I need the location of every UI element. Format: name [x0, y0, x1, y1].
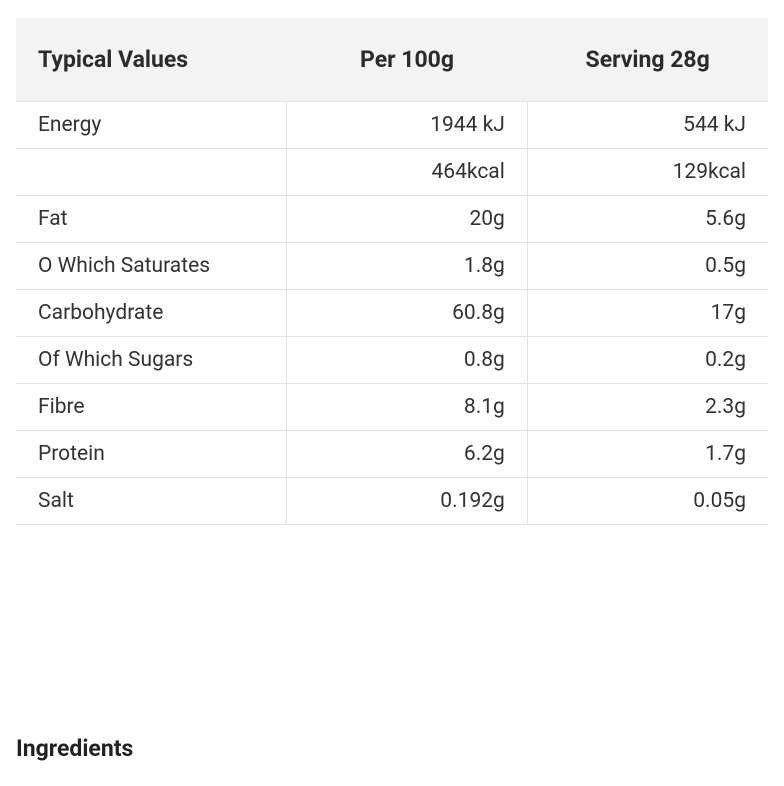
cell-serving: 2.3g [527, 384, 768, 431]
cell-label: Fat [16, 196, 287, 243]
cell-label [16, 149, 287, 196]
header-serving: Serving 28g [527, 18, 768, 102]
cell-per-100g: 20g [287, 196, 528, 243]
table-row: Carbohydrate60.8g17g [16, 290, 768, 337]
cell-label: Carbohydrate [16, 290, 287, 337]
cell-label: O Which Saturates [16, 243, 287, 290]
cell-per-100g: 8.1g [287, 384, 528, 431]
cell-serving: 0.2g [527, 337, 768, 384]
cell-per-100g: 0.192g [287, 478, 528, 525]
cell-per-100g: 60.8g [287, 290, 528, 337]
table-row: Energy1944 kJ544 kJ [16, 102, 768, 149]
cell-label: Protein [16, 431, 287, 478]
cell-label: Fibre [16, 384, 287, 431]
table-row: Fat20g5.6g [16, 196, 768, 243]
table-row: 464kcal129kcal [16, 149, 768, 196]
cell-serving: 129kcal [527, 149, 768, 196]
header-typical-values: Typical Values [16, 18, 287, 102]
cell-serving: 0.05g [527, 478, 768, 525]
ingredients-heading: Ingredients [0, 525, 784, 762]
cell-serving: 0.5g [527, 243, 768, 290]
cell-label: Salt [16, 478, 287, 525]
cell-label: Of Which Sugars [16, 337, 287, 384]
table-row: Fibre8.1g2.3g [16, 384, 768, 431]
table-row: Salt0.192g0.05g [16, 478, 768, 525]
cell-per-100g: 6.2g [287, 431, 528, 478]
cell-label: Energy [16, 102, 287, 149]
table-row: O Which Saturates1.8g0.5g [16, 243, 768, 290]
table-row: Protein6.2g1.7g [16, 431, 768, 478]
nutrition-table: Typical Values Per 100g Serving 28g Ener… [16, 18, 768, 525]
cell-serving: 5.6g [527, 196, 768, 243]
cell-per-100g: 1944 kJ [287, 102, 528, 149]
table-header-row: Typical Values Per 100g Serving 28g [16, 18, 768, 102]
cell-serving: 17g [527, 290, 768, 337]
cell-per-100g: 464kcal [287, 149, 528, 196]
cell-serving: 544 kJ [527, 102, 768, 149]
nutrition-table-body: Energy1944 kJ544 kJ464kcal129kcalFat20g5… [16, 102, 768, 525]
table-row: Of Which Sugars0.8g0.2g [16, 337, 768, 384]
header-per-100g: Per 100g [287, 18, 528, 102]
cell-per-100g: 1.8g [287, 243, 528, 290]
cell-per-100g: 0.8g [287, 337, 528, 384]
cell-serving: 1.7g [527, 431, 768, 478]
